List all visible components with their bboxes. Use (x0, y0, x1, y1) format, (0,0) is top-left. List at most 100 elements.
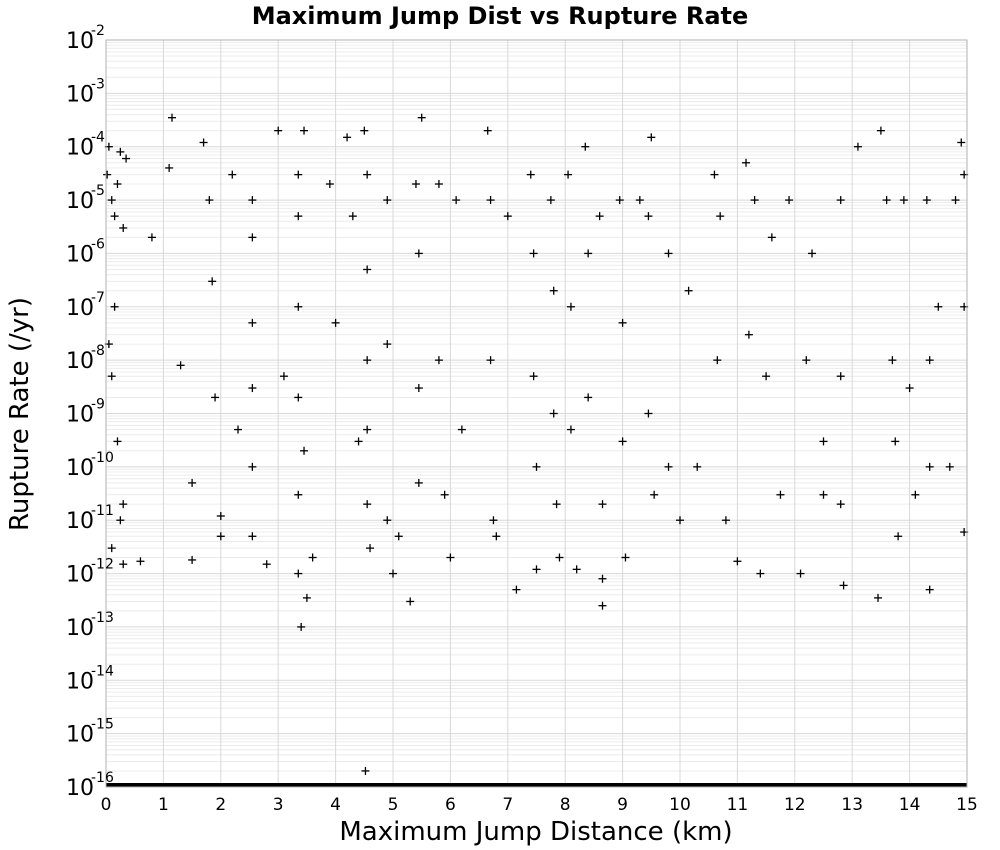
data-point (103, 170, 112, 179)
data-point (874, 593, 883, 602)
y-tick-label: 10 (66, 509, 94, 534)
data-point (584, 249, 593, 258)
data-point (119, 500, 128, 509)
data-point (819, 437, 828, 446)
data-point (644, 212, 653, 221)
y-tick-exponent: -8 (91, 343, 105, 359)
data-point (891, 437, 900, 446)
data-point (925, 585, 934, 594)
data-point (549, 286, 558, 295)
data-point (762, 372, 771, 381)
data-point (549, 409, 558, 418)
data-point (383, 340, 392, 349)
data-point (713, 356, 722, 365)
x-tick-label: 7 (502, 795, 513, 815)
data-point (279, 372, 288, 381)
data-point (615, 196, 624, 205)
data-point (546, 196, 555, 205)
y-tick-exponent: -16 (91, 770, 114, 786)
grid-lines (105, 39, 968, 788)
x-tick-label: 11 (727, 795, 749, 815)
data-point (302, 593, 311, 602)
x-tick-label: 2 (215, 795, 226, 815)
data-point (308, 553, 317, 562)
data-point (899, 196, 908, 205)
data-point (294, 490, 303, 499)
data-point (957, 138, 966, 147)
y-tick-label: 10 (66, 723, 94, 748)
data-point (452, 196, 461, 205)
y-axis-ticks: 10-1610-1510-1410-1310-1210-1110-1010-91… (66, 23, 114, 801)
data-point (839, 581, 848, 590)
y-tick-label: 10 (66, 776, 94, 801)
data-point (776, 490, 785, 499)
data-point (406, 597, 415, 606)
y-tick-exponent: -2 (91, 23, 105, 39)
y-tick-label: 10 (66, 136, 94, 161)
data-point (165, 163, 174, 172)
data-point (297, 622, 306, 631)
data-point (414, 384, 423, 393)
data-point (664, 249, 673, 258)
y-tick-exponent: -5 (91, 183, 105, 199)
data-point (363, 356, 372, 365)
data-point (618, 318, 627, 327)
data-point (389, 569, 397, 578)
data-point (122, 154, 131, 163)
y-tick-exponent: -15 (91, 717, 114, 733)
data-point (836, 372, 845, 381)
data-point (894, 532, 903, 541)
data-point (756, 569, 765, 578)
data-point (119, 223, 128, 232)
y-axis-label: Rupture Rate (/yr) (5, 297, 35, 531)
data-point (595, 212, 604, 221)
data-point (234, 425, 243, 434)
data-point (483, 126, 492, 135)
data-point (216, 511, 225, 520)
data-point (176, 361, 185, 370)
data-point (262, 560, 271, 569)
data-point (529, 372, 538, 381)
x-tick-label: 6 (445, 795, 456, 815)
y-tick-label: 10 (66, 563, 94, 588)
data-point (676, 516, 684, 525)
x-tick-label: 14 (899, 795, 921, 815)
data-point (767, 233, 776, 242)
data-point (945, 462, 954, 471)
data-point (819, 490, 828, 499)
x-tick-label: 9 (617, 795, 628, 815)
y-tick-label: 10 (66, 29, 94, 54)
data-point (113, 180, 122, 189)
data-point (363, 425, 372, 434)
data-point (555, 553, 564, 562)
x-tick-label: 15 (956, 795, 978, 815)
data-point (363, 265, 372, 274)
data-point (343, 133, 352, 142)
data-point (300, 446, 309, 455)
data-point (107, 196, 116, 205)
data-point (598, 500, 607, 509)
data-point (951, 196, 960, 205)
data-point (486, 356, 495, 365)
y-tick-exponent: -7 (91, 290, 105, 306)
y-tick-exponent: -11 (91, 503, 114, 519)
x-tick-label: 1 (158, 795, 169, 815)
data-point (529, 249, 538, 258)
x-tick-label: 5 (388, 795, 399, 815)
data-point (248, 233, 257, 242)
data-point (168, 113, 177, 122)
data-point (294, 393, 303, 402)
data-point (733, 557, 742, 566)
data-point (802, 356, 811, 365)
data-point (796, 569, 805, 578)
data-point (853, 142, 862, 151)
y-tick-label: 10 (66, 242, 94, 267)
y-tick-exponent: -13 (91, 610, 114, 626)
data-point (348, 212, 357, 221)
data-point (188, 555, 197, 564)
data-point (744, 330, 753, 339)
data-point (598, 601, 607, 610)
baseline-marker-band (106, 783, 967, 787)
data-point (199, 138, 208, 147)
data-point (664, 462, 673, 471)
